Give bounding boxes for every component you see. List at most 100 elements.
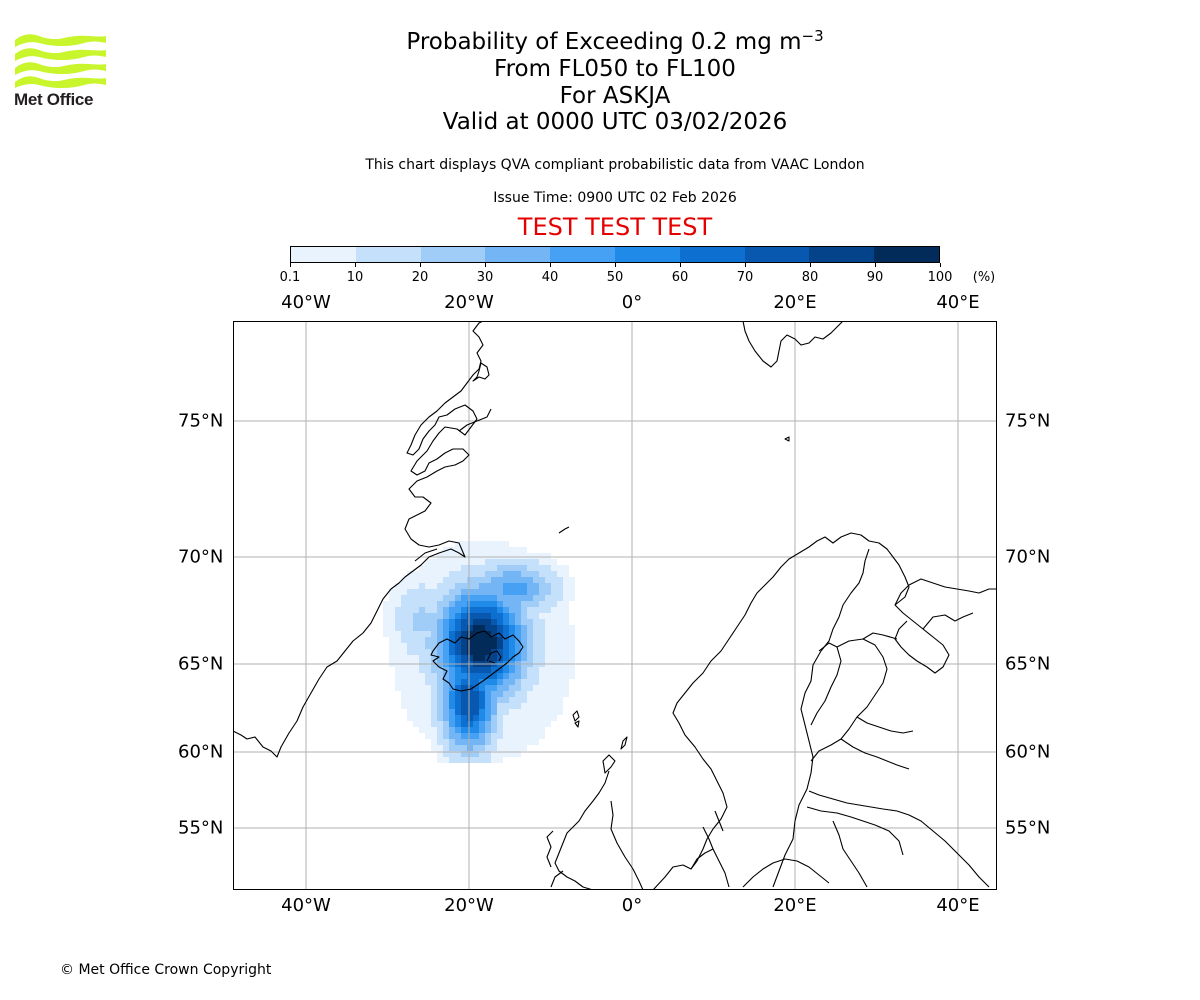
plume-cell	[431, 733, 437, 739]
plume-cell	[413, 679, 419, 685]
plume-cell	[473, 541, 479, 547]
plume-cell	[455, 757, 461, 763]
plume-cell	[437, 751, 443, 757]
plume-cell	[515, 553, 521, 559]
plume-cell	[431, 559, 437, 565]
colorbar-tick-label: 40	[541, 270, 559, 285]
plume-cell	[467, 631, 473, 637]
plume-cell	[449, 637, 455, 643]
plume-cell	[467, 553, 473, 559]
plume-cell	[491, 697, 497, 703]
longitude-label: 0°	[621, 895, 643, 916]
plume-cell	[521, 559, 527, 565]
plume-cell	[449, 673, 455, 679]
plume-cell	[515, 631, 521, 637]
plume-cell	[467, 613, 473, 619]
plume-cell	[545, 715, 551, 721]
plume-cell	[473, 733, 479, 739]
plume-cell	[413, 613, 419, 619]
plume-cell	[431, 571, 437, 577]
plume-cell	[437, 685, 443, 691]
plume-cell	[479, 685, 485, 691]
plume-cell	[503, 679, 509, 685]
plume-cell	[545, 721, 551, 727]
plume-cell	[449, 721, 455, 727]
plume-cell	[497, 673, 503, 679]
plume-cell	[455, 673, 461, 679]
plume-cell	[569, 625, 575, 631]
plume-cell	[479, 733, 485, 739]
plume-cell	[569, 631, 575, 637]
colorbar-tick	[939, 263, 941, 267]
plume-cell	[407, 613, 413, 619]
plume-cell	[449, 727, 455, 733]
plume-cell	[491, 547, 497, 553]
plume-cell	[557, 637, 563, 643]
plume-cell	[401, 625, 407, 631]
plume-cell	[503, 739, 509, 745]
plume-cell	[557, 649, 563, 655]
plume-cell	[449, 631, 455, 637]
plume-cell	[443, 607, 449, 613]
plume-cell	[401, 679, 407, 685]
plume-cell	[527, 625, 533, 631]
ash-probability-plume	[383, 541, 575, 763]
plume-cell	[473, 559, 479, 565]
plume-cell	[503, 745, 509, 751]
plume-cell	[551, 571, 557, 577]
plume-cell	[449, 607, 455, 613]
plume-cell	[437, 655, 443, 661]
plume-cell	[533, 577, 539, 583]
latitude-label: 70°N	[1005, 546, 1051, 568]
plume-cell	[401, 607, 407, 613]
plume-cell	[503, 589, 509, 595]
plume-cell	[545, 649, 551, 655]
plume-cell	[491, 601, 497, 607]
plume-cell	[419, 565, 425, 571]
plume-cell	[527, 631, 533, 637]
plume-cell	[497, 643, 503, 649]
plume-cell	[485, 757, 491, 763]
plume-cell	[569, 643, 575, 649]
plume-cell	[551, 697, 557, 703]
plume-cell	[473, 571, 479, 577]
plume-cell	[539, 589, 545, 595]
plume-cell	[485, 583, 491, 589]
plume-cell	[503, 667, 509, 673]
plume-cell	[431, 739, 437, 745]
plume-cell	[497, 559, 503, 565]
plume-cell	[455, 703, 461, 709]
plume-cell	[503, 727, 509, 733]
plume-cell	[431, 637, 437, 643]
plume-cell	[389, 643, 395, 649]
plume-cell	[383, 607, 389, 613]
plume-cell	[539, 583, 545, 589]
plume-cell	[419, 649, 425, 655]
plume-cell	[503, 673, 509, 679]
plume-cell	[497, 715, 503, 721]
plume-cell	[455, 595, 461, 601]
plume-cell	[545, 673, 551, 679]
plume-cell	[557, 679, 563, 685]
longitude-label: 20°W	[444, 895, 494, 916]
plume-cell	[563, 649, 569, 655]
plume-cell	[503, 595, 509, 601]
plume-cell	[395, 607, 401, 613]
plume-cell	[563, 589, 569, 595]
plume-cell	[395, 655, 401, 661]
plume-cell	[497, 727, 503, 733]
plume-cell	[497, 745, 503, 751]
plume-cell	[443, 643, 449, 649]
plume-cell	[551, 703, 557, 709]
plume-cell	[497, 571, 503, 577]
plume-cell	[527, 685, 533, 691]
plume-cell	[395, 673, 401, 679]
colorbar-segment	[355, 247, 421, 262]
plume-cell	[407, 619, 413, 625]
plume-cell	[443, 631, 449, 637]
plume-cell	[467, 625, 473, 631]
plume-cell	[443, 649, 449, 655]
colorbar-segment	[744, 247, 810, 262]
plume-cell	[485, 601, 491, 607]
plume-cell	[533, 673, 539, 679]
